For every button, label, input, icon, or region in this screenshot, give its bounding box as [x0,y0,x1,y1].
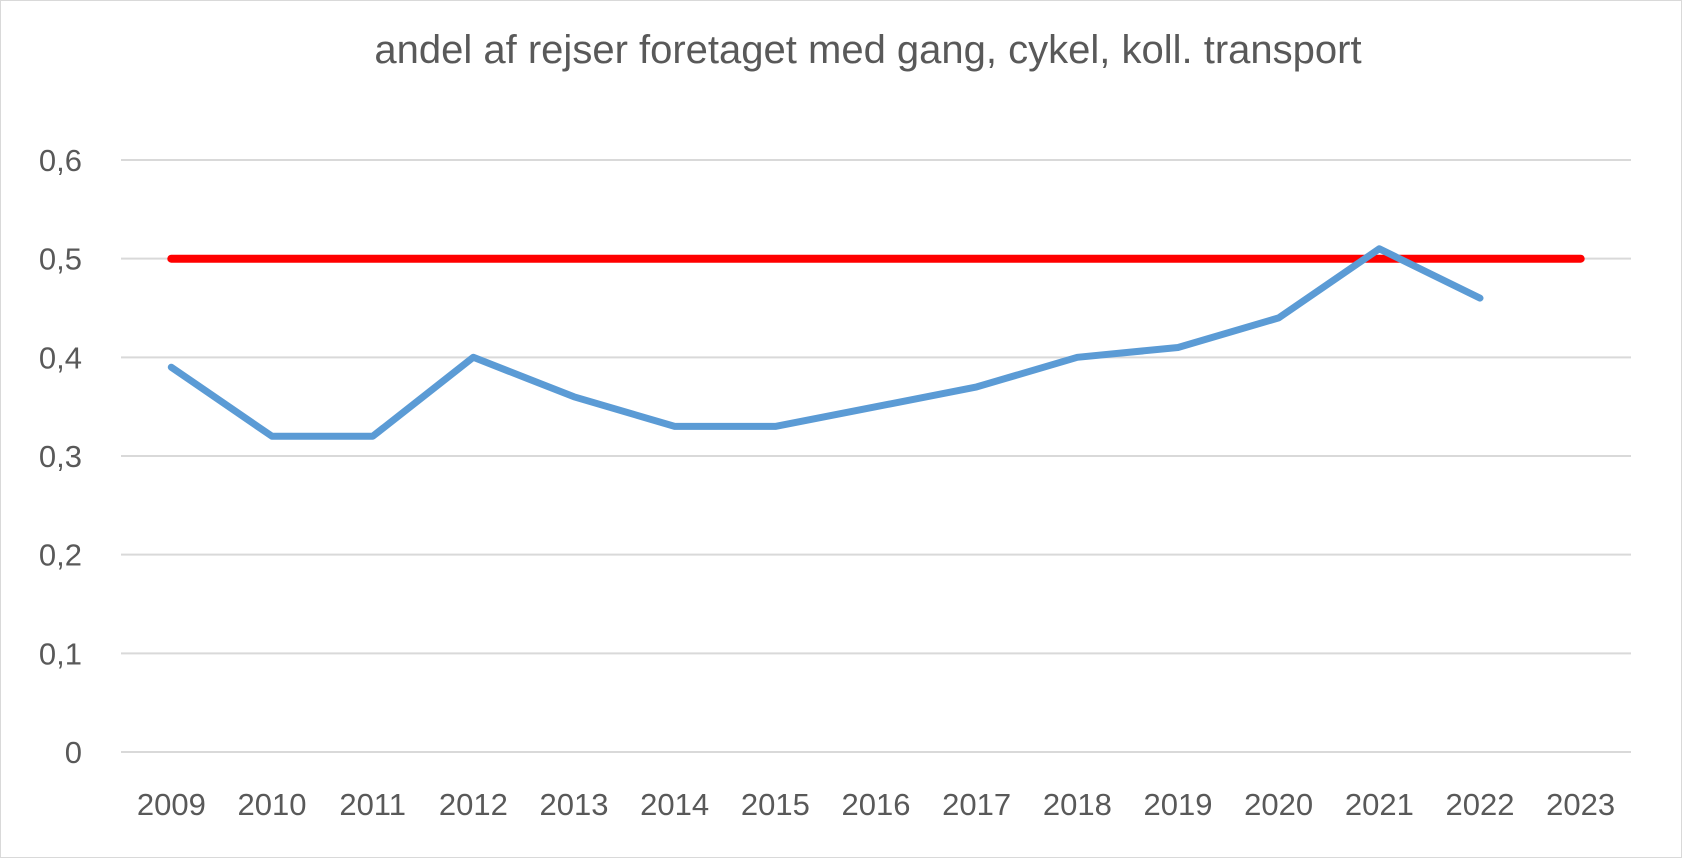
x-tick-label: 2017 [942,787,1011,822]
y-tick-label: 0,1 [39,636,82,671]
chart-title: andel af rejser foretaget med gang, cyke… [374,28,1361,72]
x-tick-label: 2015 [741,787,810,822]
x-tick-label: 2013 [540,787,609,822]
x-tick-label: 2009 [137,787,206,822]
x-tick-label: 2012 [439,787,508,822]
series-line-0 [167,245,1484,440]
x-tick-label: 2010 [238,787,307,822]
x-tick-label: 2014 [640,787,709,822]
y-tick-label: 0,5 [39,242,82,277]
y-tick-label: 0,6 [39,143,82,178]
y-tick-label: 0 [65,735,82,770]
x-tick-label: 2022 [1446,787,1515,822]
y-tick-label: 0,3 [39,439,82,474]
x-tick-label: 2018 [1043,787,1112,822]
x-tick-label: 2023 [1546,787,1615,822]
x-tick-label: 2020 [1244,787,1313,822]
x-tick-label: 2021 [1345,787,1414,822]
x-tick-label: 2016 [842,787,911,822]
x-tick-label: 2011 [339,787,406,822]
y-tick-label: 0,2 [39,538,82,573]
y-tick-label: 0,4 [39,340,82,375]
x-tick-label: 2019 [1144,787,1213,822]
